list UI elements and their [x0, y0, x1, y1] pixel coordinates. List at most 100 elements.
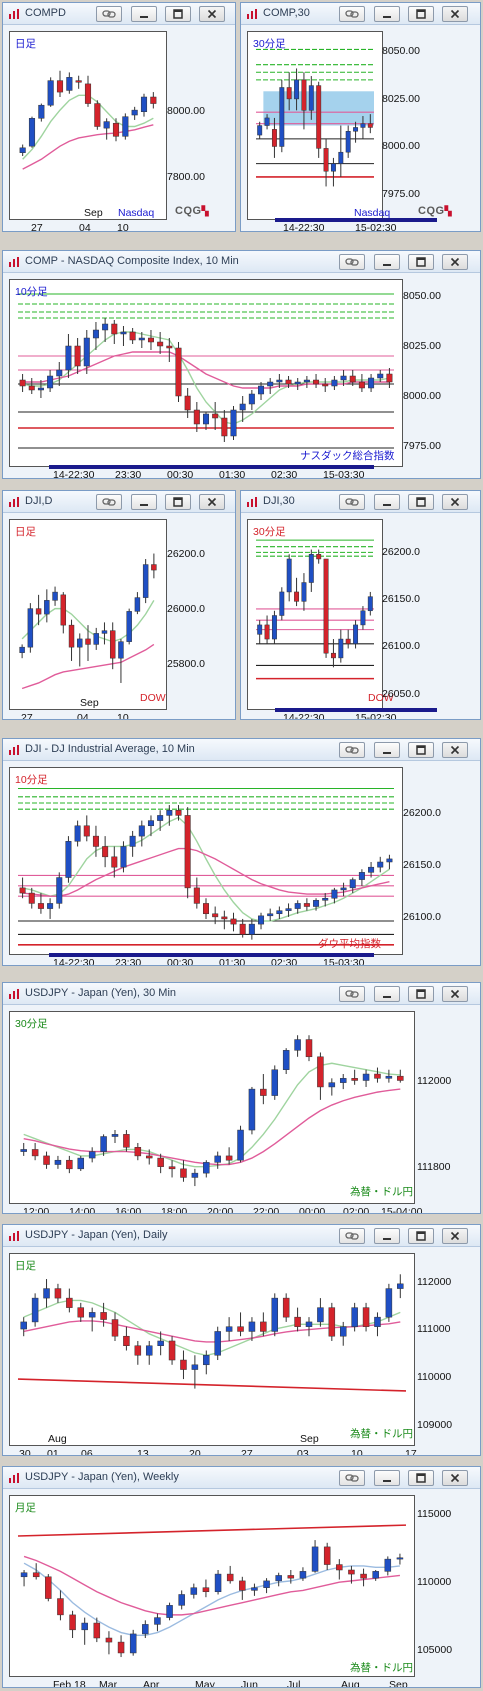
- candle-body: [368, 377, 375, 389]
- window-title: DJI,D: [25, 495, 53, 507]
- close-button[interactable]: [442, 742, 468, 758]
- link-button[interactable]: [339, 494, 365, 510]
- candle-body: [313, 900, 320, 907]
- minimize-button[interactable]: [374, 742, 400, 758]
- candle-body: [19, 887, 26, 894]
- candle-body: [340, 375, 347, 381]
- candle: [328, 1302, 336, 1341]
- link-button[interactable]: [339, 6, 365, 22]
- candle-body: [230, 918, 237, 925]
- candle-body: [330, 652, 336, 659]
- minimize-button[interactable]: [374, 1470, 400, 1486]
- candle-body: [313, 379, 320, 385]
- maximize-button[interactable]: [408, 254, 434, 270]
- candle-body: [154, 1617, 161, 1625]
- candle-body: [193, 409, 200, 425]
- titlebar[interactable]: DJI,D: [3, 491, 235, 513]
- chart-area[interactable]: 30分足 為替・ドル円: [9, 1011, 415, 1204]
- titlebar[interactable]: USDJPY - Japan (Yen), Weekly: [3, 1467, 480, 1489]
- candle: [66, 1155, 73, 1174]
- minimize-button[interactable]: [374, 1228, 400, 1244]
- minimize-button[interactable]: [131, 494, 157, 510]
- maximize-button[interactable]: [408, 6, 434, 22]
- link-button[interactable]: [96, 494, 122, 510]
- candle-body: [239, 1580, 246, 1591]
- candle: [111, 846, 118, 878]
- y-axis-labels: 26200.0 26000.0 25800.0: [167, 519, 235, 710]
- candle: [386, 854, 393, 870]
- close-button[interactable]: [442, 494, 468, 510]
- maximize-button[interactable]: [408, 986, 434, 1002]
- candle: [263, 1578, 270, 1594]
- candle: [323, 558, 329, 658]
- maximize-button[interactable]: [408, 494, 434, 510]
- titlebar[interactable]: DJI - DJ Industrial Average, 10 Min: [3, 739, 480, 761]
- y-tick-label: 112000: [417, 1074, 452, 1087]
- y-tick-label: 26200.0: [382, 546, 420, 559]
- candle: [32, 1563, 40, 1580]
- titlebar[interactable]: COMP - NASDAQ Composite Index, 10 Min: [3, 251, 480, 273]
- link-button[interactable]: [96, 6, 122, 22]
- maximize-button[interactable]: [165, 6, 191, 22]
- candle: [19, 877, 26, 899]
- month-label: Sep: [80, 697, 99, 709]
- candle: [191, 1168, 199, 1187]
- candle: [368, 374, 375, 392]
- close-button[interactable]: [442, 6, 468, 22]
- y-tick-label: 110000: [417, 1575, 452, 1588]
- candle-body: [60, 594, 67, 626]
- chart-area[interactable]: 30分足 Nasdaq: [247, 31, 390, 220]
- link-button[interactable]: [339, 1228, 365, 1244]
- maximize-button[interactable]: [165, 494, 191, 510]
- x-tick-label: 10: [117, 222, 129, 232]
- y-axis-labels: 8000.00 7800.00: [167, 31, 235, 220]
- chart-area[interactable]: 日足 Nasdaq Sep: [9, 31, 167, 220]
- link-button[interactable]: [339, 254, 365, 270]
- close-button[interactable]: [199, 494, 225, 510]
- minimize-button[interactable]: [131, 6, 157, 22]
- candle-body: [214, 1573, 222, 1593]
- candle-body: [102, 846, 109, 858]
- candle: [83, 815, 90, 842]
- close-button[interactable]: [442, 254, 468, 270]
- maximize-button[interactable]: [408, 1470, 434, 1486]
- minimize-button[interactable]: [374, 6, 400, 22]
- candle-body: [264, 624, 270, 640]
- chart-area[interactable]: 月足 為替・ドル円: [9, 1495, 415, 1677]
- minimize-button[interactable]: [374, 494, 400, 510]
- chart-area[interactable]: 10分足 ナスダック総合指数: [9, 279, 403, 467]
- minimize-button[interactable]: [374, 986, 400, 1002]
- close-button[interactable]: [442, 986, 468, 1002]
- link-button[interactable]: [339, 986, 365, 1002]
- chart-area[interactable]: 日足 為替・ドル円 Aug Sep: [9, 1253, 415, 1446]
- candle-body: [20, 1572, 28, 1578]
- titlebar[interactable]: USDJPY - Japan (Yen), Daily: [3, 1225, 480, 1247]
- candle-body: [237, 1129, 244, 1161]
- candle-body: [129, 331, 136, 341]
- maximize-button[interactable]: [408, 1228, 434, 1244]
- candle: [147, 330, 154, 350]
- chart-area[interactable]: 日足 DOW Sep: [9, 519, 167, 710]
- candle-body: [294, 79, 300, 100]
- close-button[interactable]: [199, 6, 225, 22]
- link-icon: [345, 1232, 359, 1240]
- maximize-button[interactable]: [408, 742, 434, 758]
- chart-area[interactable]: 10分足 ダウ平均指数: [9, 767, 403, 955]
- candle: [129, 830, 136, 857]
- candle-body: [19, 379, 26, 387]
- titlebar[interactable]: COMP,30: [241, 3, 480, 25]
- link-button[interactable]: [339, 1470, 365, 1486]
- candle-body: [317, 1307, 324, 1323]
- candle-body: [221, 417, 228, 437]
- chart-area[interactable]: 30分足 DOW: [247, 519, 394, 710]
- titlebar[interactable]: COMPD: [3, 3, 235, 25]
- close-button[interactable]: [442, 1470, 468, 1486]
- minimize-button[interactable]: [374, 254, 400, 270]
- link-button[interactable]: [339, 742, 365, 758]
- close-button[interactable]: [442, 1228, 468, 1244]
- titlebar[interactable]: USDJPY - Japan (Yen), 30 Min: [3, 983, 480, 1005]
- candle-body: [362, 1073, 370, 1081]
- candle-body: [74, 345, 81, 367]
- titlebar[interactable]: DJI,30: [241, 491, 480, 513]
- candle-body: [77, 1307, 85, 1318]
